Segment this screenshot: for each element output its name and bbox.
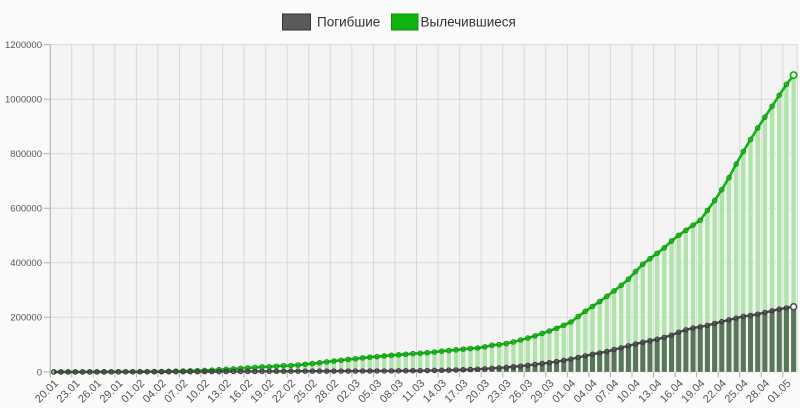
svg-text:Вылечившиеся: Вылечившиеся [421, 15, 516, 30]
svg-text:0: 0 [37, 367, 42, 378]
svg-text:600000: 600000 [10, 204, 42, 215]
svg-text:Погибшие: Погибшие [317, 15, 380, 30]
svg-text:1000000: 1000000 [5, 95, 42, 106]
svg-text:400000: 400000 [10, 258, 42, 269]
svg-text:200000: 200000 [10, 313, 42, 324]
svg-text:800000: 800000 [10, 149, 42, 160]
svg-text:1200000: 1200000 [5, 40, 42, 51]
